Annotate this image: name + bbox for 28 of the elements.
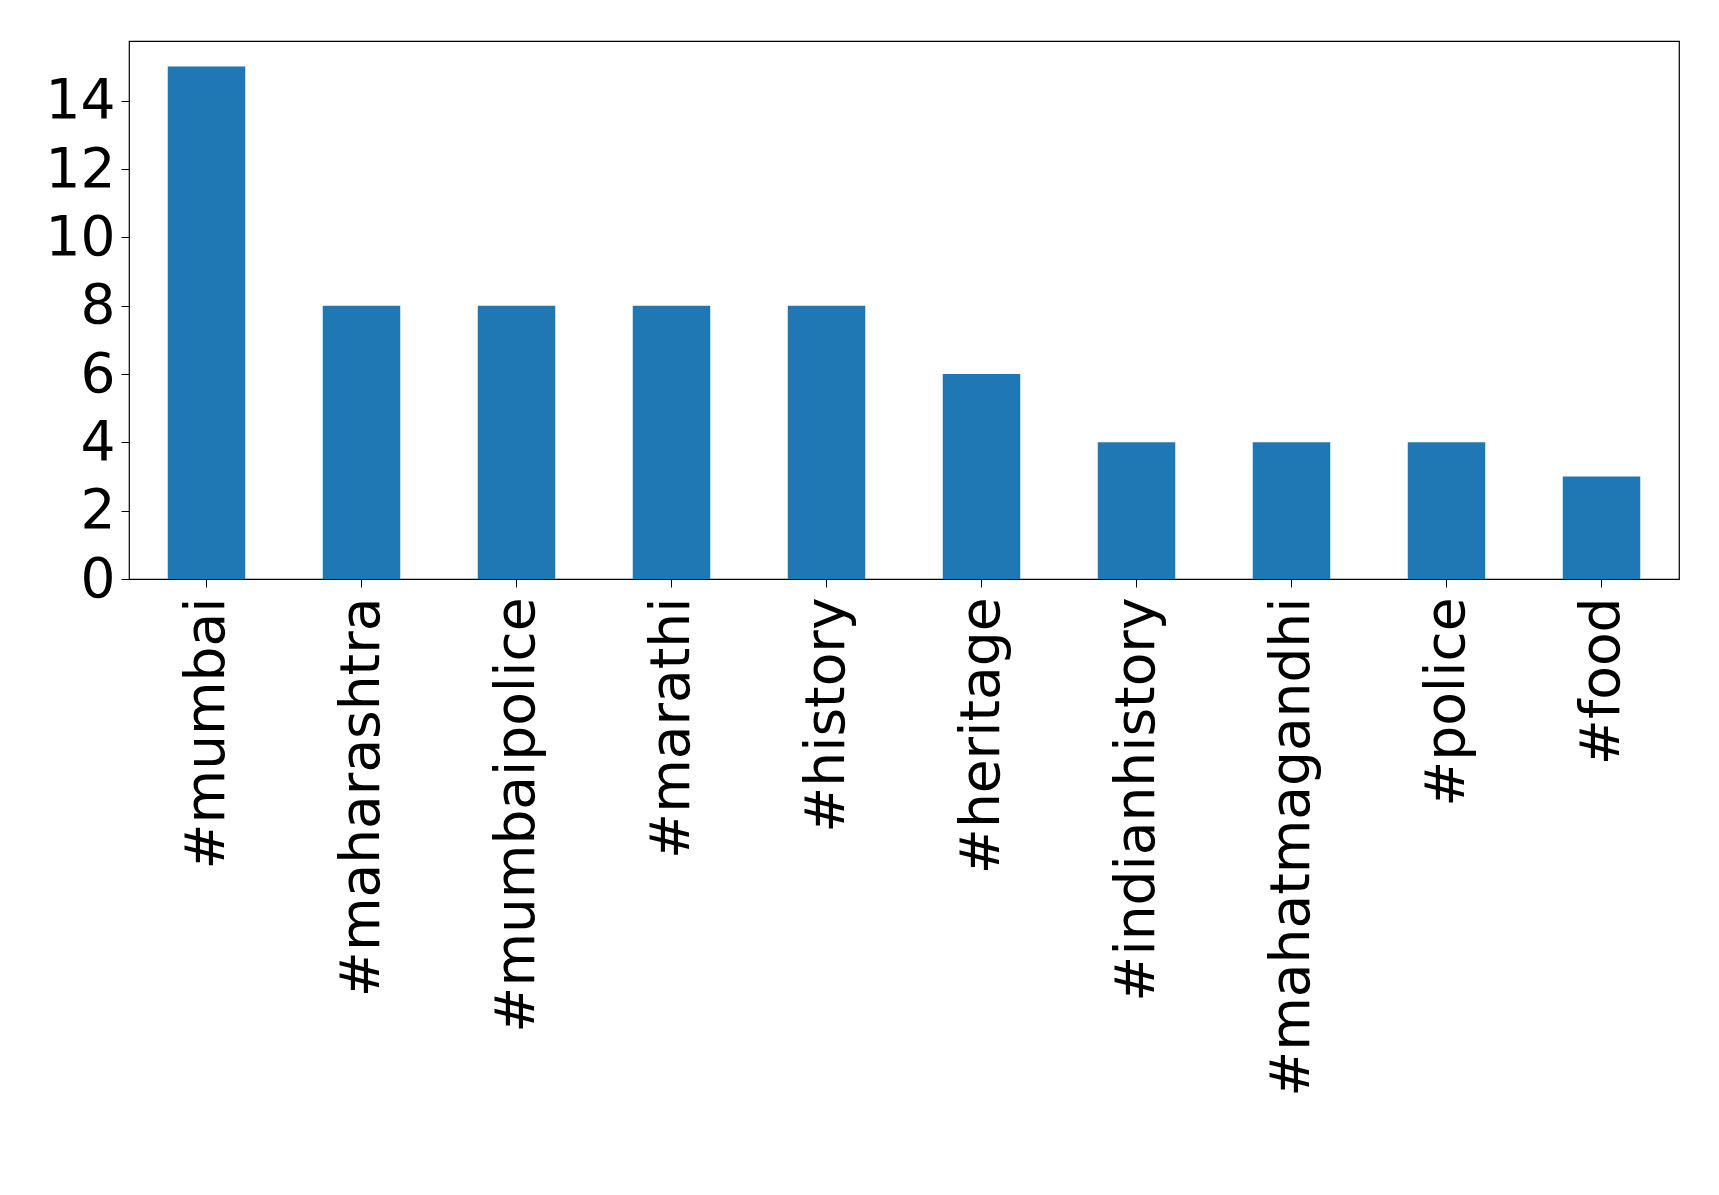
bar — [477, 305, 556, 579]
bar — [787, 305, 866, 579]
bar — [1252, 442, 1331, 579]
x-tick-label: #marathi — [637, 597, 702, 859]
bar — [1562, 476, 1641, 579]
x-tick-label: #mumbaipolice — [482, 597, 547, 1033]
x-tick-label: #police — [1412, 597, 1477, 807]
x-tick-label: #food — [1567, 597, 1632, 766]
y-tick-label: 6 — [80, 340, 116, 405]
x-tick-label: #history — [792, 597, 857, 833]
y-tick-label: 12 — [45, 135, 116, 200]
x-tick-label: #heritage — [947, 597, 1012, 875]
x-tick-label: #mahatmagandhi — [1257, 597, 1322, 1097]
y-tick-label: 0 — [80, 545, 116, 610]
y-tick-label: 2 — [80, 477, 116, 542]
y-tick-label: 14 — [45, 67, 116, 132]
x-tick-label: #indianhistory — [1102, 597, 1167, 1002]
x-tick-label: #mumbai — [172, 597, 237, 870]
bar — [632, 305, 711, 579]
bar — [322, 305, 401, 579]
bar — [942, 374, 1021, 579]
bar — [1097, 442, 1176, 579]
bar — [167, 66, 246, 579]
y-tick-label: 10 — [45, 203, 116, 268]
y-tick-label: 4 — [80, 408, 116, 473]
x-tick-label: #maharashtra — [327, 597, 392, 998]
y-tick-label: 8 — [80, 272, 116, 337]
bar — [1407, 442, 1486, 579]
